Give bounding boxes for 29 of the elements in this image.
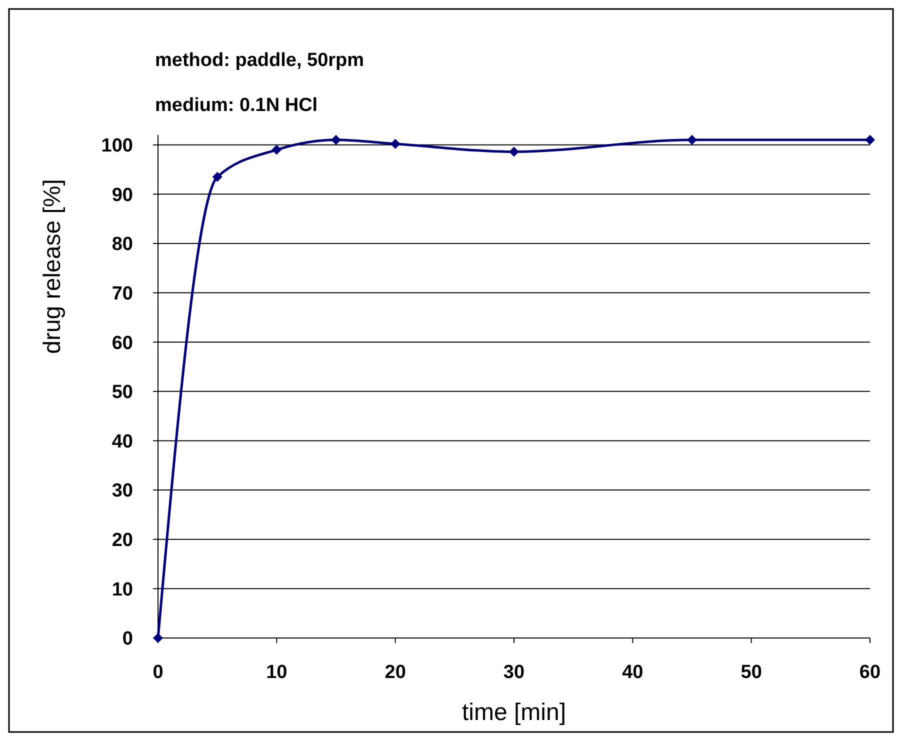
x-tick-label: 20 — [384, 662, 406, 683]
y-tick-label: 100 — [101, 136, 133, 157]
x-tick-label: 60 — [859, 662, 881, 683]
x-tick-label: 30 — [503, 662, 525, 683]
y-tick-label: 90 — [112, 184, 133, 206]
y-tick-label: 40 — [112, 431, 133, 452]
point — [331, 134, 341, 145]
point — [509, 146, 519, 157]
x-tick-label: 40 — [622, 662, 644, 683]
chart-title: method: paddle, 50rpm — [155, 50, 364, 71]
y-tick-label: 0 — [122, 628, 133, 650]
point — [687, 134, 697, 145]
x-tick-label: 0 — [152, 662, 164, 683]
y-tick-label: 50 — [112, 382, 133, 404]
point — [272, 144, 282, 155]
y-tick-label: 70 — [112, 283, 133, 304]
y-tick-label: 80 — [112, 234, 133, 256]
point — [390, 138, 400, 149]
x-tick-label: 50 — [740, 662, 762, 683]
y-tick-label: 20 — [112, 530, 133, 552]
y-tick-label: 60 — [112, 332, 133, 354]
x-tick-label: 10 — [266, 662, 288, 683]
y-tick-label: 30 — [112, 480, 133, 502]
point — [212, 172, 222, 182]
x-axis-title: time [min] — [462, 699, 566, 726]
y-tick-label: 10 — [112, 579, 133, 600]
chart-subtitle: medium: 0.1N HCl — [155, 95, 318, 116]
point — [865, 134, 875, 145]
y-axis-title: drug release [%] — [39, 179, 66, 354]
